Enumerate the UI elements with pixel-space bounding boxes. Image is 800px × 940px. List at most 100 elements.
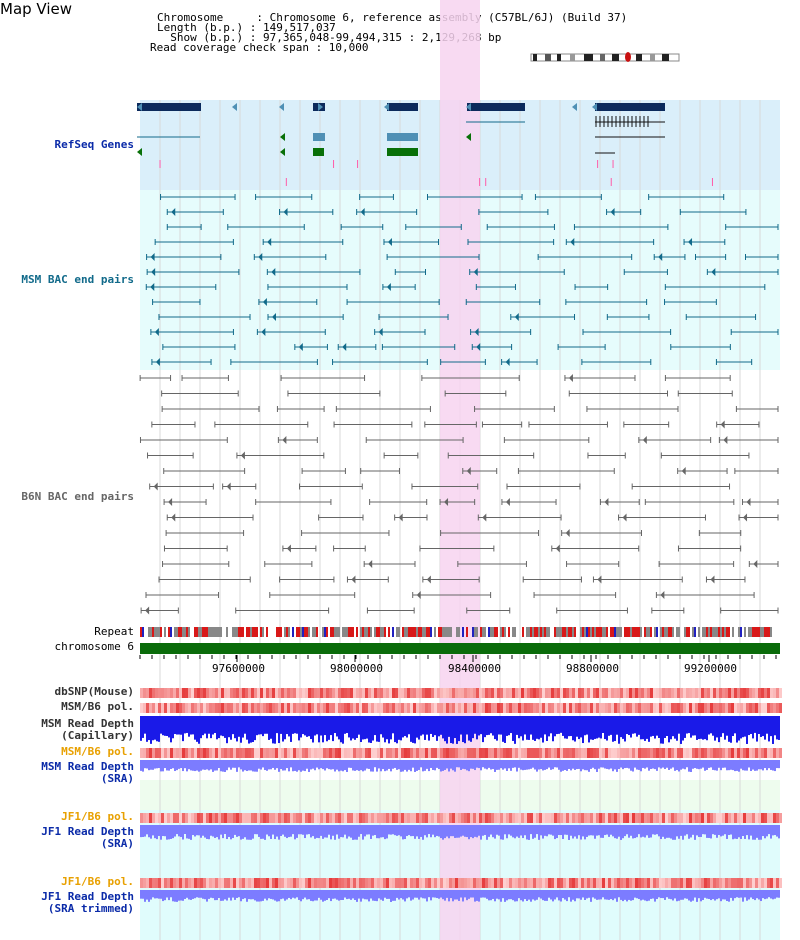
read-depth-bar [402, 825, 404, 840]
b6n-bac-arrow [282, 436, 287, 444]
read-depth-bar [222, 890, 224, 901]
read-depth-bar [424, 716, 426, 740]
read-depth-bar [322, 825, 324, 839]
read-depth-bar [662, 825, 664, 837]
polymorphism-cell [371, 813, 374, 823]
read-depth-bar [500, 716, 502, 735]
read-depth-bar [628, 890, 630, 900]
read-depth-bar [378, 825, 380, 839]
repeat-mark [288, 627, 290, 637]
read-depth-bar [548, 716, 550, 737]
read-depth-bar [584, 825, 586, 840]
read-depth-bar [294, 760, 296, 771]
read-depth-bar [166, 890, 168, 898]
read-depth-bar [644, 716, 646, 741]
repeat-mark [252, 627, 254, 637]
polymorphism-cell [548, 813, 551, 823]
polymorphism-cell [341, 688, 344, 698]
polymorphism-cell [686, 703, 689, 713]
read-depth-bar [354, 825, 356, 840]
repeat-mark [628, 627, 630, 637]
polymorphism-cell [587, 878, 590, 888]
read-depth-bar [466, 760, 468, 771]
polymorphism-cell [680, 748, 683, 758]
read-depth-bar [560, 760, 562, 772]
polymorphism-cell [383, 878, 386, 888]
polymorphism-cell [275, 703, 278, 713]
read-depth-bar [554, 890, 556, 900]
repeat-mark [392, 627, 394, 637]
polymorphism-cell [734, 748, 737, 758]
polymorphism-cell [254, 878, 257, 888]
read-depth-bar [400, 825, 402, 837]
b6n-bac-arrow [681, 467, 686, 475]
read-depth-bar [488, 825, 490, 837]
polymorphism-cell [545, 703, 548, 713]
polymorphism-cell [206, 703, 209, 713]
read-depth-bar [292, 825, 294, 835]
track-label-b6n-bac[interactable]: B6N BAC end pairs [21, 490, 134, 503]
read-depth-bar [512, 825, 514, 838]
polymorphism-cell [374, 813, 377, 823]
read-depth-bar [762, 760, 764, 771]
polymorphism-cell [404, 748, 407, 758]
polymorphism-cell [263, 688, 266, 698]
read-depth-bar [702, 890, 704, 901]
read-depth-bar [552, 760, 554, 770]
read-depth-bar [624, 760, 626, 769]
read-depth-bar [774, 825, 776, 836]
read-depth-bar [392, 716, 394, 734]
polymorphism-cell [299, 703, 302, 713]
read-depth-bar [476, 890, 478, 901]
read-depth-bar [624, 890, 626, 900]
polymorphism-cell [182, 688, 185, 698]
polymorphism-cell [167, 878, 170, 888]
read-depth-bar [480, 890, 482, 898]
polymorphism-cell [362, 688, 365, 698]
polymorphism-cell [569, 688, 572, 698]
read-depth-bar [760, 716, 762, 737]
read-depth-bar [238, 760, 240, 768]
read-depth-bar [346, 825, 348, 839]
polymorphism-cell [590, 748, 593, 758]
polymorphism-cell [386, 813, 389, 823]
read-depth-bar [314, 760, 316, 771]
repeat-mark [308, 627, 310, 637]
repeat-mark [260, 627, 262, 637]
polymorphism-cell [215, 748, 218, 758]
track-label-msm-bac[interactable]: MSM BAC end pairs [21, 273, 134, 286]
read-depth-bar [472, 760, 474, 769]
track-label-refseq-genes[interactable]: RefSeq Genes [54, 138, 134, 151]
read-depth-bar [160, 760, 162, 772]
polymorphism-cell [614, 813, 617, 823]
polymorphism-cell [500, 748, 503, 758]
polymorphism-cell [437, 748, 440, 758]
read-depth-bar [574, 760, 576, 770]
polymorphism-cell [419, 688, 422, 698]
polymorphism-cell [704, 748, 707, 758]
read-depth-bar [260, 716, 262, 735]
repeat-mark [494, 627, 496, 637]
read-depth-bar [714, 890, 716, 901]
polymorphism-cell [674, 703, 677, 713]
read-depth-bar [274, 716, 276, 744]
polymorphism-cell [158, 748, 161, 758]
read-depth-bar [270, 716, 272, 739]
read-depth-bar [590, 890, 592, 902]
polymorphism-cell [695, 878, 698, 888]
polymorphism-cell [410, 688, 413, 698]
read-depth-bar [504, 890, 506, 902]
b6n-bac-arrow [368, 560, 373, 568]
read-depth-bar [194, 760, 196, 772]
read-depth-bar [256, 825, 258, 835]
polymorphism-cell [362, 878, 365, 888]
read-depth-bar [690, 890, 692, 902]
read-depth-bar [628, 716, 630, 736]
polymorphism-cell [476, 748, 479, 758]
polymorphism-cell [539, 748, 542, 758]
repeat-mark [276, 627, 278, 637]
polymorphism-cell [653, 748, 656, 758]
read-depth-bar [702, 716, 704, 740]
ideogram-band [600, 54, 605, 61]
